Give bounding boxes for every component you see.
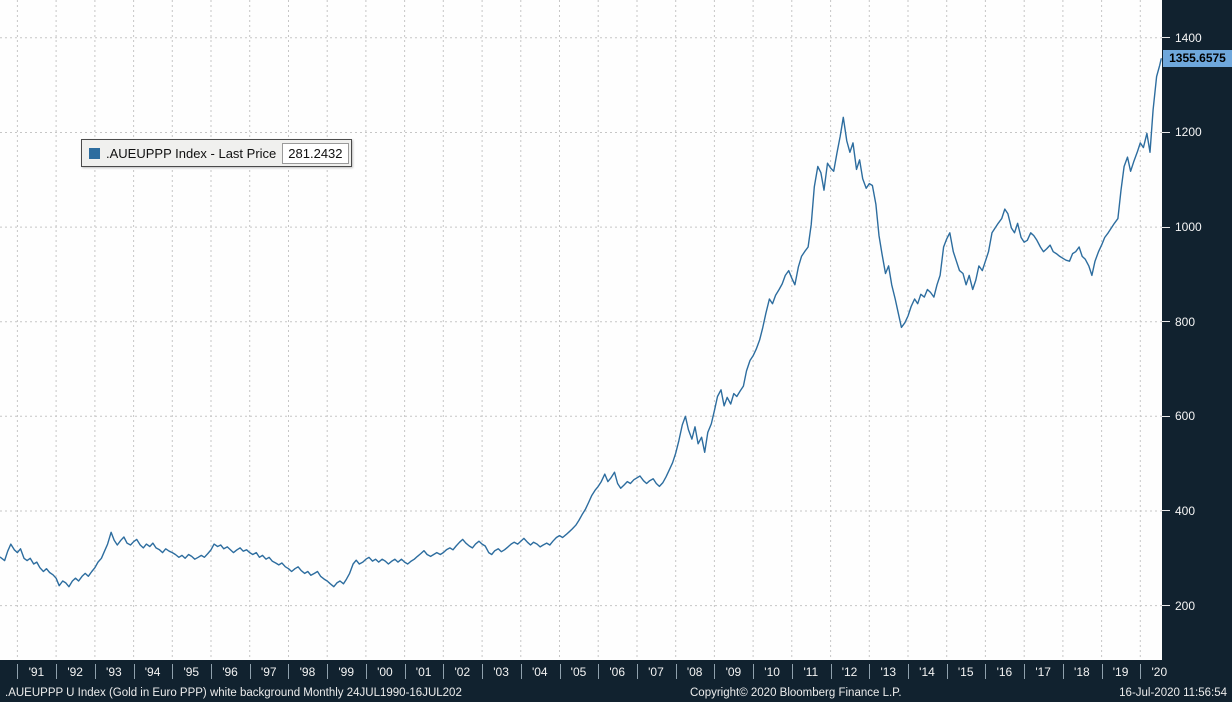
x-axis-label: '93 (106, 665, 122, 679)
x-axis-label: '08 (686, 665, 703, 679)
x-axis-label: '15 (957, 665, 974, 679)
y-axis-value: 400 (1175, 503, 1196, 518)
tick-mark-icon (1162, 510, 1170, 512)
x-axis-label: '17 (1035, 665, 1051, 679)
y-axis-value: 1000 (1175, 220, 1202, 235)
x-axis-label: '18 (1074, 665, 1090, 679)
tick-mark-icon (1162, 321, 1170, 323)
x-axis-label: '97 (260, 665, 277, 679)
x-axis-label: '94 (144, 665, 161, 679)
x-axis-label: '98 (299, 665, 316, 679)
x-axis-tick-icon (482, 664, 483, 679)
x-axis-tick-icon (792, 664, 793, 679)
chart-description: .AUEUPPP U Index (Gold in Euro PPP) whit… (5, 687, 462, 699)
price-line-chart[interactable] (0, 0, 1162, 660)
x-axis-tick-icon (714, 664, 715, 679)
y-axis-label: 600 (1162, 408, 1195, 424)
y-axis-label: 800 (1162, 314, 1195, 330)
legend-box[interactable]: .AUEUPPP Index - Last Price 281.2432 (81, 139, 352, 167)
x-axis-tick-icon (1024, 664, 1025, 679)
y-axis-value: 600 (1175, 409, 1196, 424)
legend-value: 281.2432 (282, 142, 349, 164)
y-axis-value: 1400 (1175, 30, 1202, 45)
x-axis-tick-icon (95, 664, 96, 679)
x-axis-label: '99 (338, 665, 354, 679)
y-axis-label: 1000 (1162, 219, 1202, 235)
x-axis-label: '91 (28, 665, 45, 679)
y-axis-label: 400 (1162, 503, 1195, 519)
x-axis-tick-icon (947, 664, 948, 679)
tick-mark-icon (1162, 37, 1170, 39)
x-axis-label: '09 (725, 665, 742, 679)
x-axis-tick-icon (676, 664, 677, 679)
y-axis-value: 200 (1175, 598, 1196, 613)
x-axis-tick-icon (405, 664, 406, 679)
x-axis-tick-icon (560, 664, 561, 679)
x-axis-tick-icon (134, 664, 135, 679)
x-axis-tick-icon (443, 664, 444, 679)
x-axis-tick-icon (366, 664, 367, 679)
price-line (0, 58, 1162, 588)
x-axis-label: '06 (609, 665, 626, 679)
copyright-text: Copyright© 2020 Bloomberg Finance L.P. (690, 687, 902, 699)
x-axis-tick-icon (1140, 664, 1141, 679)
x-axis-tick-icon (172, 664, 173, 679)
tick-mark-icon (1162, 131, 1170, 133)
timestamp: 16-Jul-2020 11:56:54 (1119, 687, 1227, 699)
x-axis-tick-icon (637, 664, 638, 679)
chart-plot-area[interactable]: .AUEUPPP Index - Last Price 281.2432 (0, 0, 1162, 660)
x-axis-tick-icon (250, 664, 251, 679)
y-axis-label: 1200 (1162, 124, 1202, 140)
y-axis-label: 1400 (1162, 30, 1202, 46)
x-axis-label: '02 (454, 665, 471, 679)
x-axis-tick-icon (831, 664, 832, 679)
x-axis-label: '95 (183, 665, 200, 679)
x-axis-tick-icon (908, 664, 909, 679)
series-marker-icon (89, 147, 100, 159)
x-axis-label: '05 (570, 665, 587, 679)
tick-mark-icon (1162, 415, 1170, 417)
x-axis-label: '10 (764, 665, 780, 679)
x-axis-tick-icon (327, 664, 328, 679)
x-axis-tick-icon (521, 664, 522, 679)
x-axis-label: '92 (67, 665, 83, 679)
y-axis-label: 200 (1162, 598, 1195, 614)
last-price-badge: 1355.6575 (1163, 50, 1232, 68)
x-axis-label: '96 (222, 665, 238, 679)
x-axis-label: '00 (377, 665, 393, 679)
y-axis-value: 800 (1175, 314, 1196, 329)
x-axis-tick-icon (288, 664, 289, 679)
x-axis-label: '03 (493, 665, 509, 679)
x-axis-tick-icon (985, 664, 986, 679)
x-axis-strip: '91 '92 '93 '94 '95 '96 '97 '98 '99 '00 '01 '02 '03 '… (0, 660, 1232, 685)
x-axis-tick-icon (869, 664, 870, 679)
y-axis-value: 1200 (1175, 125, 1202, 140)
y-axis-panel: 200 400 600 800 1000 1200 1400 (1162, 0, 1232, 660)
x-axis-tick-icon (1102, 664, 1103, 679)
legend-label: .AUEUPPP Index - Last Price (106, 145, 277, 161)
x-axis-label: '16 (996, 665, 1013, 679)
x-axis-label: '04 (531, 665, 548, 679)
status-bar: .AUEUPPP U Index (Gold in Euro PPP) whit… (0, 685, 1232, 702)
x-axis-tick-icon (1063, 664, 1064, 679)
x-axis-label: '11 (803, 665, 819, 679)
x-axis-tick-icon (17, 664, 18, 679)
x-axis-tick-icon (211, 664, 212, 679)
x-axis-label: '19 (1112, 665, 1129, 679)
x-axis-tick-icon (56, 664, 57, 679)
x-axis-label: '13 (880, 665, 897, 679)
x-axis-tick-icon (753, 664, 754, 679)
tick-mark-icon (1162, 226, 1170, 228)
x-axis-label: '12 (841, 665, 858, 679)
x-axis-label: '01 (415, 665, 432, 679)
x-axis-label: '07 (648, 665, 664, 679)
tick-mark-icon (1162, 605, 1170, 607)
x-axis-tick-icon (598, 664, 599, 679)
x-axis-label: '20 (1151, 665, 1168, 679)
x-axis-label: '14 (919, 665, 935, 679)
